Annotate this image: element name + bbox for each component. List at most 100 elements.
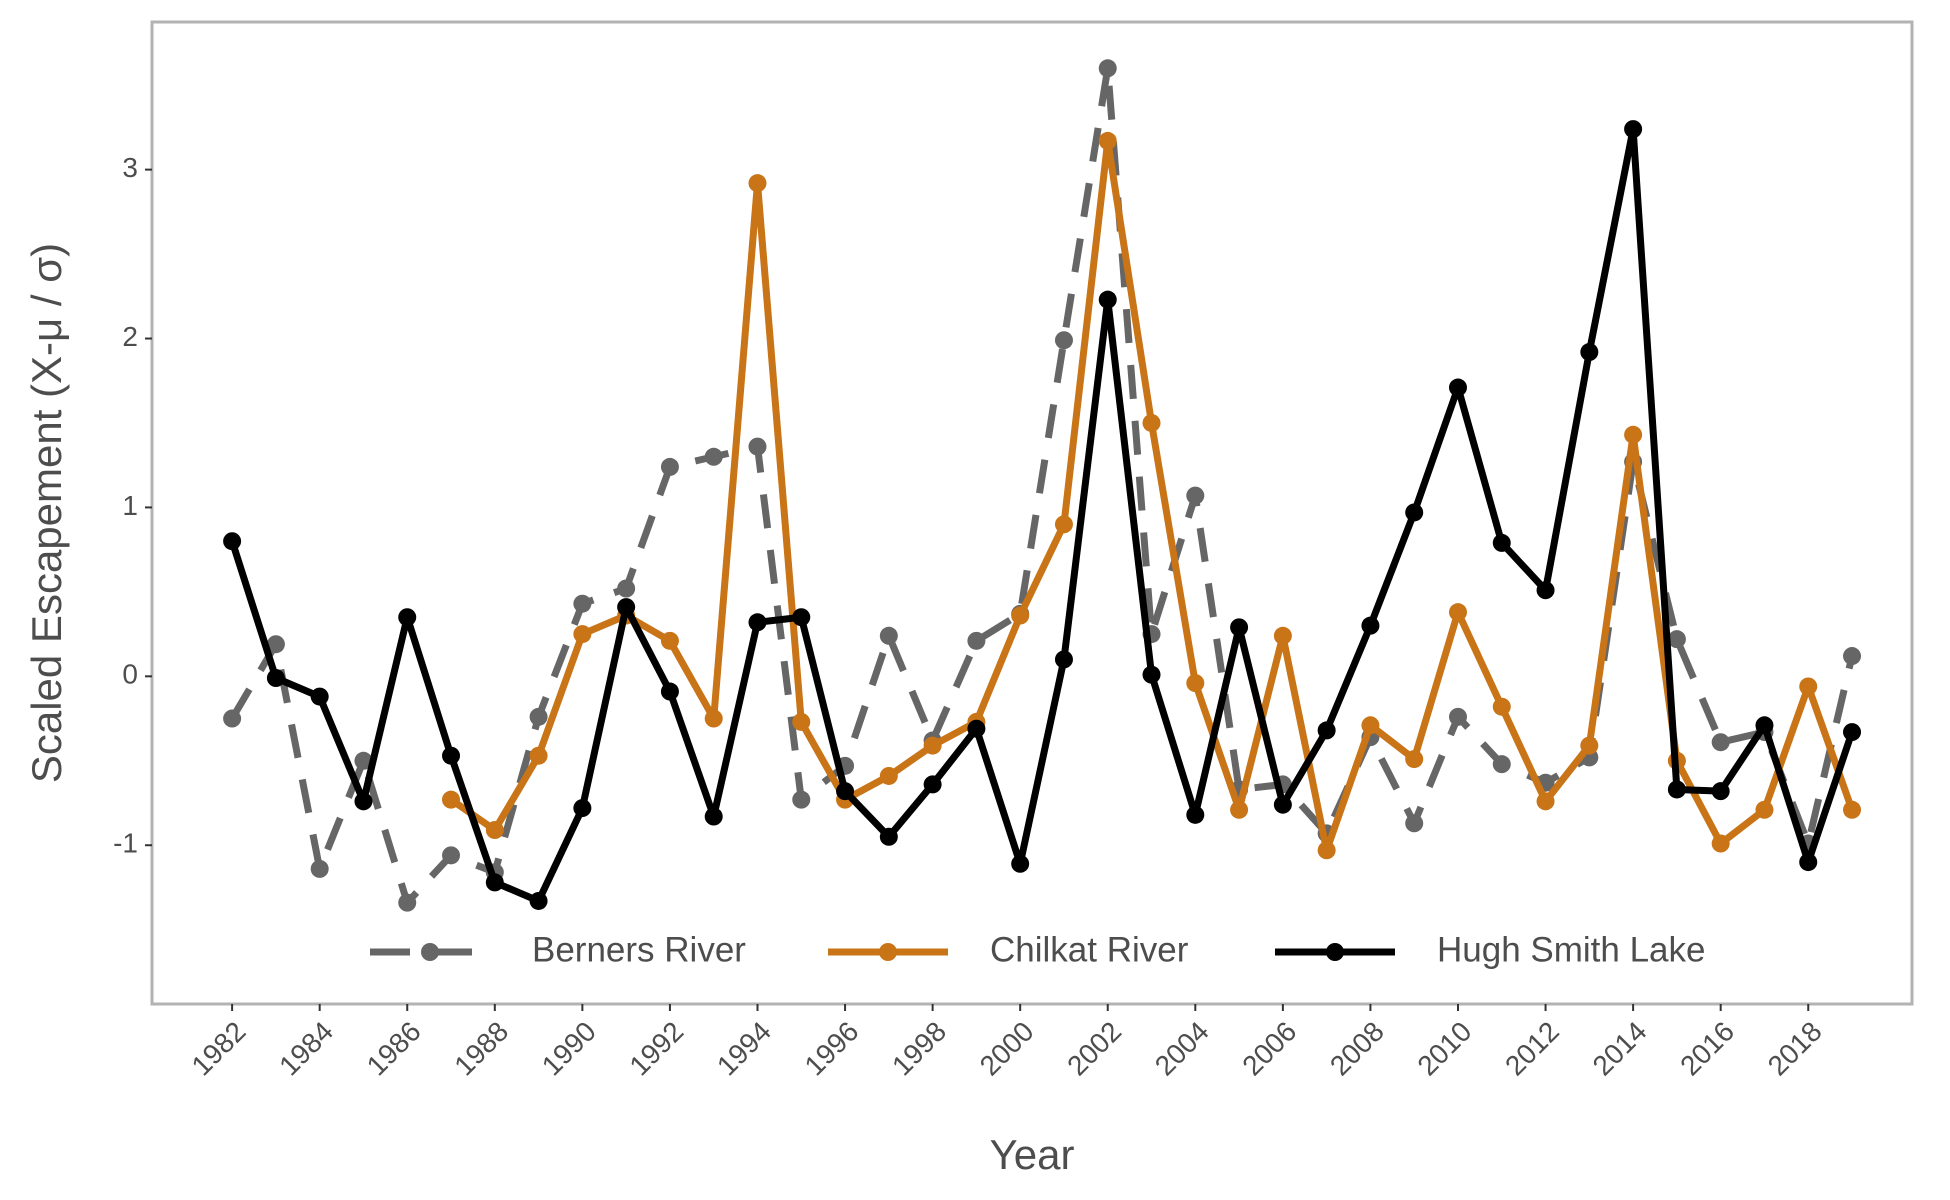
point	[660, 682, 679, 701]
point	[223, 709, 242, 728]
point	[1054, 331, 1073, 350]
point	[1667, 630, 1686, 649]
point	[1843, 723, 1862, 742]
x-tick-label: 2000	[974, 1016, 1040, 1082]
point	[1624, 425, 1643, 444]
x-tick-label: 2012	[1499, 1016, 1565, 1082]
series-line	[228, 125, 1856, 905]
legend-key-point	[879, 943, 897, 961]
point	[1098, 131, 1117, 150]
point	[1536, 792, 1555, 811]
point	[485, 821, 504, 840]
point	[485, 873, 504, 892]
y-tick-label: 2	[122, 321, 138, 352]
point	[1011, 854, 1030, 873]
point	[836, 782, 855, 801]
point	[1667, 780, 1686, 799]
point	[1755, 716, 1774, 735]
point	[529, 746, 548, 765]
point	[529, 891, 548, 910]
point	[1536, 581, 1555, 600]
point	[1624, 120, 1643, 139]
point	[1492, 697, 1511, 716]
point	[1448, 707, 1467, 726]
point	[573, 625, 592, 644]
x-tick-label: 1992	[623, 1016, 689, 1082]
point	[923, 775, 942, 794]
point	[1361, 616, 1380, 635]
x-tick-label: 2006	[1236, 1016, 1302, 1082]
point	[1273, 795, 1292, 814]
point	[1405, 814, 1424, 833]
point	[792, 608, 811, 627]
point	[573, 594, 592, 613]
point	[1098, 59, 1117, 78]
point	[748, 613, 767, 632]
point	[354, 792, 373, 811]
point	[660, 631, 679, 650]
point	[879, 827, 898, 846]
y-tick-label: 3	[122, 152, 138, 183]
point	[1580, 343, 1599, 362]
point	[1230, 800, 1249, 819]
point	[354, 751, 373, 770]
point	[310, 687, 329, 706]
point	[1492, 755, 1511, 774]
point	[1361, 716, 1380, 735]
point	[1580, 736, 1599, 755]
y-tick-label: 1	[122, 490, 138, 521]
point	[617, 598, 636, 617]
legend-label: Berners River	[532, 930, 746, 969]
point	[1054, 650, 1073, 669]
point	[704, 807, 723, 826]
point	[1755, 800, 1774, 819]
point	[223, 532, 242, 551]
x-tick-label: 2016	[1674, 1016, 1740, 1082]
point	[1405, 503, 1424, 522]
point	[660, 457, 679, 476]
point	[1843, 800, 1862, 819]
point	[1711, 782, 1730, 801]
x-tick-label: 2018	[1762, 1016, 1828, 1082]
point	[923, 736, 942, 755]
point	[1799, 853, 1818, 872]
point	[266, 635, 285, 654]
legend-label: Chilkat River	[990, 930, 1189, 969]
x-tick-label: 2004	[1149, 1016, 1215, 1082]
point	[967, 719, 986, 738]
point	[1317, 841, 1336, 860]
point	[1186, 805, 1205, 824]
x-tick-label: 1994	[711, 1016, 777, 1082]
legend-key-point	[1326, 943, 1344, 961]
point	[573, 799, 592, 818]
panel-border	[150, 20, 1914, 1006]
point	[879, 766, 898, 785]
point	[1054, 515, 1073, 534]
point	[1799, 677, 1818, 696]
point	[1405, 750, 1424, 769]
x-tick-label: 1986	[361, 1016, 427, 1082]
point	[1142, 665, 1161, 684]
point	[398, 893, 417, 912]
point	[617, 579, 636, 598]
point	[1448, 603, 1467, 622]
point	[1230, 618, 1249, 637]
x-tick-label: 2002	[1061, 1016, 1127, 1082]
point	[967, 631, 986, 650]
x-tick-label: 1984	[273, 1016, 339, 1082]
point	[1711, 834, 1730, 853]
point	[1142, 413, 1161, 432]
legend-label: Hugh Smith Lake	[1437, 930, 1705, 969]
point	[1273, 626, 1292, 645]
point	[1098, 290, 1117, 309]
x-axis-title: Year	[990, 1131, 1075, 1178]
point	[704, 709, 723, 728]
x-tick-label: 1998	[886, 1016, 952, 1082]
point	[266, 669, 285, 688]
point	[748, 174, 767, 193]
point	[1186, 674, 1205, 693]
point	[1843, 647, 1862, 666]
point	[792, 790, 811, 809]
x-tick-label: 2014	[1587, 1016, 1653, 1082]
